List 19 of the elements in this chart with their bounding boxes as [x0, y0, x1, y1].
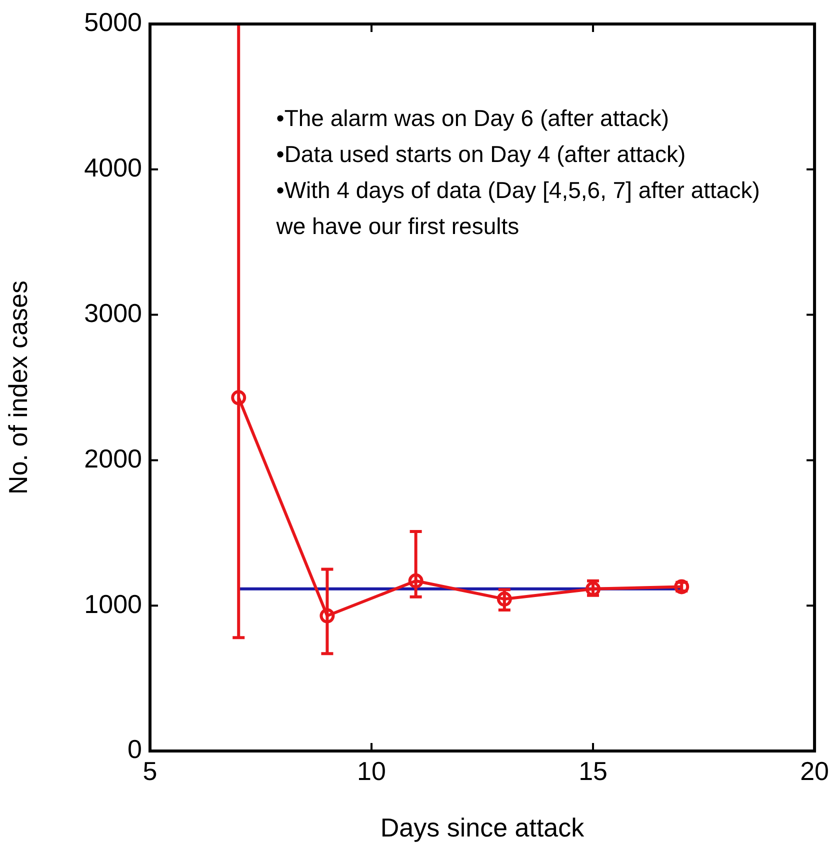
point: [231, 390, 246, 406]
y-tick-label: 4000: [84, 152, 142, 183]
annotation: •The alarm was on Day 6 (after attack): [276, 104, 670, 131]
x-tick-label: 15: [578, 756, 608, 786]
point: [408, 573, 424, 588]
annotation: •Data used starts on Day 4 (after attack): [276, 140, 686, 167]
y-tick-label: 5000: [84, 7, 142, 38]
x-tick-label: 10: [357, 756, 386, 786]
x-tick-label: 20: [800, 756, 829, 786]
y-tick-label: 3000: [84, 298, 142, 328]
y-tick-label: 1000: [84, 588, 142, 619]
y-tick-label: 2000: [84, 443, 142, 474]
x-axis-title: Days since attack: [380, 812, 586, 843]
annotation: •With 4 days of data (Day [4,5,6, 7] after attack) we have our first results: [275, 176, 760, 239]
y-axis-title: No. of index cases: [2, 280, 33, 494]
y-tick-label: 0: [128, 734, 142, 764]
point: [320, 608, 335, 624]
point: [496, 592, 512, 607]
x-tick-label: 5: [142, 756, 158, 786]
